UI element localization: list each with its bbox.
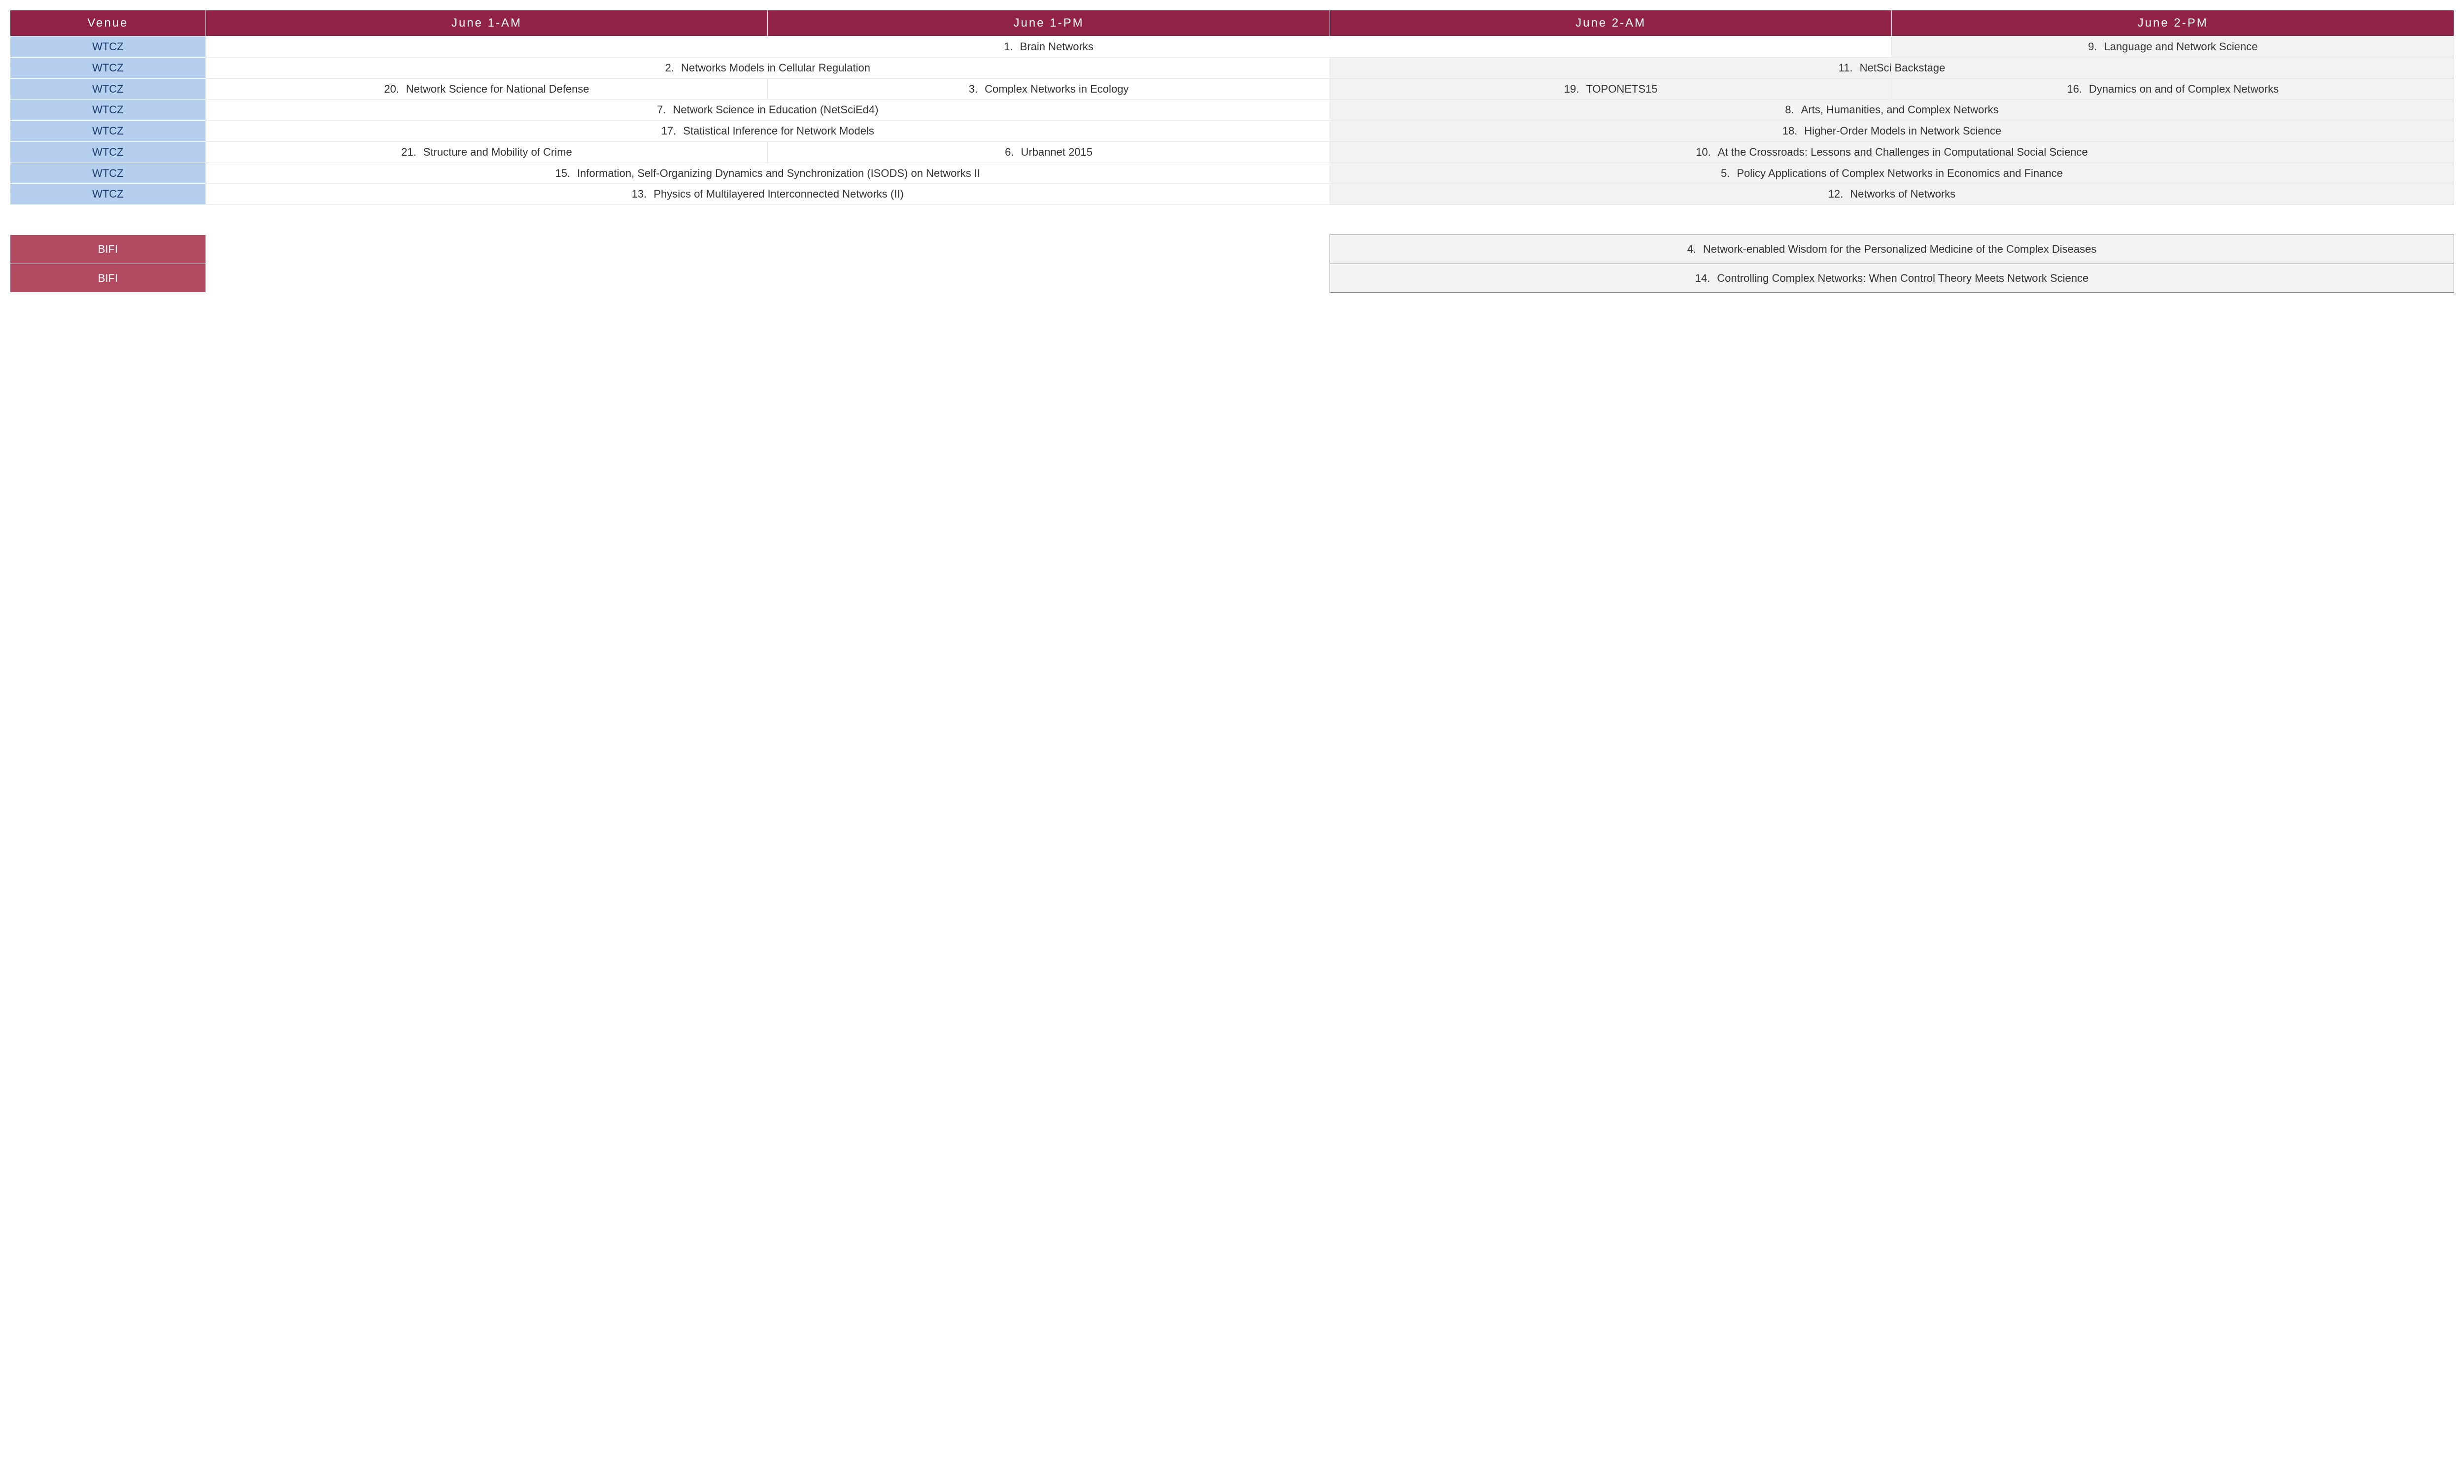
session-cell: 13. Physics of Multilayered Interconnecte… xyxy=(205,184,1330,205)
session-num: 20. xyxy=(384,82,399,97)
session-cell: 21. Structure and Mobility of Crime xyxy=(205,141,768,163)
session-title: Network-enabled Wisdom for the Personali… xyxy=(1703,242,2096,257)
session-title: At the Crossroads: Lessons and Challenge… xyxy=(1718,145,2088,160)
session-num: 12. xyxy=(1828,187,1844,202)
session-num: 10. xyxy=(1696,145,1711,160)
table-row: WTCZ 2. Networks Models in Cellular Regul… xyxy=(10,58,2454,79)
session-num: 13. xyxy=(632,187,647,202)
blank-cell xyxy=(205,235,768,264)
table-row: WTCZ 7. Network Science in Education (Net… xyxy=(10,100,2454,121)
header-row: Venue June 1-AM June 1-PM June 2-AM June… xyxy=(10,10,2454,36)
session-cell: 15. Information, Self-Organizing Dynamics… xyxy=(205,163,1330,184)
venue-cell: WTCZ xyxy=(10,163,206,184)
session-num: 17. xyxy=(661,124,677,138)
session-title: Statistical Inference for Network Models xyxy=(683,124,874,138)
session-title: Policy Applications of Complex Networks … xyxy=(1737,166,2063,181)
session-cell: 2. Networks Models in Cellular Regulation xyxy=(205,58,1330,79)
header-june1-am: June 1-AM xyxy=(205,10,768,36)
session-cell: 6. Urbannet 2015 xyxy=(768,141,1330,163)
venue-cell: WTCZ xyxy=(10,100,206,121)
session-cell: 17. Statistical Inference for Network Mod… xyxy=(205,121,1330,142)
header-venue: Venue xyxy=(10,10,206,36)
header-june2-pm: June 2-PM xyxy=(1892,10,2454,36)
session-num: 6. xyxy=(1005,145,1014,160)
session-title: Complex Networks in Ecology xyxy=(985,82,1129,97)
blank-cell xyxy=(768,235,1330,264)
session-num: 7. xyxy=(657,102,666,117)
session-cell: 9. Language and Network Science xyxy=(1892,36,2454,58)
venue-cell: WTCZ xyxy=(10,36,206,58)
session-cell: 5. Policy Applications of Complex Network… xyxy=(1330,163,2454,184)
session-title: Physics of Multilayered Interconnected N… xyxy=(653,187,903,202)
table-row: WTCZ 1. Brain Networks 9. Language and Net… xyxy=(10,36,2454,58)
blank-cell xyxy=(768,264,1330,293)
session-title: Controlling Complex Networks: When Contr… xyxy=(1717,271,2088,286)
session-cell: 20. Network Science for National Defense xyxy=(205,78,768,100)
session-cell: 12. Networks of Networks xyxy=(1330,184,2454,205)
session-title: Information, Self-Organizing Dynamics an… xyxy=(577,166,980,181)
session-title: TOPONETS15 xyxy=(1586,82,1657,97)
session-num: 16. xyxy=(2067,82,2082,97)
table-row: WTCZ 13. Physics of Multilayered Intercon… xyxy=(10,184,2454,205)
session-num: 15. xyxy=(555,166,570,181)
session-cell: 11. NetSci Backstage xyxy=(1330,58,2454,79)
session-title: NetSci Backstage xyxy=(1860,61,1946,75)
session-title: Higher-Order Models in Network Science xyxy=(1804,124,2001,138)
session-num: 9. xyxy=(2088,39,2097,54)
session-num: 11. xyxy=(1839,61,1853,75)
session-cell: 16. Dynamics on and of Complex Networks xyxy=(1892,78,2454,100)
session-cell: 18. Higher-Order Models in Network Scienc… xyxy=(1330,121,2454,142)
session-cell: 4. Network-enabled Wisdom for the Persona… xyxy=(1330,235,2454,264)
session-title: Network Science for National Defense xyxy=(406,82,589,97)
session-title: Network Science in Education (NetSciEd4) xyxy=(673,102,878,117)
session-cell: 19. TOPONETS15 xyxy=(1330,78,1892,100)
session-title: Networks of Networks xyxy=(1850,187,1955,202)
table-row: BIFI 14. Controlling Complex Networks: Wh… xyxy=(10,264,2454,293)
session-num: 2. xyxy=(665,61,674,75)
schedule-table-wtcz: Venue June 1-AM June 1-PM June 2-AM June… xyxy=(10,10,2454,205)
header-june2-am: June 2-AM xyxy=(1330,10,1892,36)
session-cell: 14. Controlling Complex Networks: When Co… xyxy=(1330,264,2454,293)
session-cell: 1. Brain Networks xyxy=(205,36,1892,58)
session-title: Structure and Mobility of Crime xyxy=(423,145,572,160)
venue-cell: WTCZ xyxy=(10,78,206,100)
session-cell: 8. Arts, Humanities, and Complex Networks xyxy=(1330,100,2454,121)
session-num: 3. xyxy=(969,82,978,97)
table-row: WTCZ 21.Structure and Mobility of Crime … xyxy=(10,141,2454,163)
table-row: WTCZ 15. Information, Self-Organizing Dyn… xyxy=(10,163,2454,184)
table-row: WTCZ 17. Statistical Inference for Networ… xyxy=(10,121,2454,142)
session-num: 19. xyxy=(1564,82,1579,97)
session-num: 5. xyxy=(1721,166,1730,181)
venue-cell: WTCZ xyxy=(10,184,206,205)
table-row: WTCZ 20. Network Science for National Def… xyxy=(10,78,2454,100)
session-title: Arts, Humanities, and Complex Networks xyxy=(1801,102,1999,117)
venue-cell: WTCZ xyxy=(10,121,206,142)
schedule-table-bifi: BIFI 4. Network-enabled Wisdom for the Pe… xyxy=(10,235,2454,293)
session-num: 8. xyxy=(1785,102,1794,117)
venue-cell: BIFI xyxy=(10,264,206,293)
venue-cell: BIFI xyxy=(10,235,206,264)
session-title: Language and Network Science xyxy=(2104,39,2258,54)
session-num: 18. xyxy=(1782,124,1798,138)
session-title: Urbannet 2015 xyxy=(1021,145,1093,160)
header-june1-pm: June 1-PM xyxy=(768,10,1330,36)
session-title: Networks Models in Cellular Regulation xyxy=(681,61,870,75)
session-num: 14. xyxy=(1695,271,1711,286)
venue-cell: WTCZ xyxy=(10,58,206,79)
session-cell: 7. Network Science in Education (NetSciEd… xyxy=(205,100,1330,121)
session-title: Dynamics on and of Complex Networks xyxy=(2089,82,2279,97)
session-title: Brain Networks xyxy=(1020,39,1094,54)
session-num: 1. xyxy=(1004,39,1013,54)
table-row: BIFI 4. Network-enabled Wisdom for the Pe… xyxy=(10,235,2454,264)
session-num: 21. xyxy=(401,145,416,160)
session-num: 4. xyxy=(1687,242,1696,257)
session-cell: 10. At the Crossroads: Lessons and Challe… xyxy=(1330,141,2454,163)
blank-cell xyxy=(205,264,768,293)
session-cell: 3. Complex Networks in Ecology xyxy=(768,78,1330,100)
venue-cell: WTCZ xyxy=(10,141,206,163)
